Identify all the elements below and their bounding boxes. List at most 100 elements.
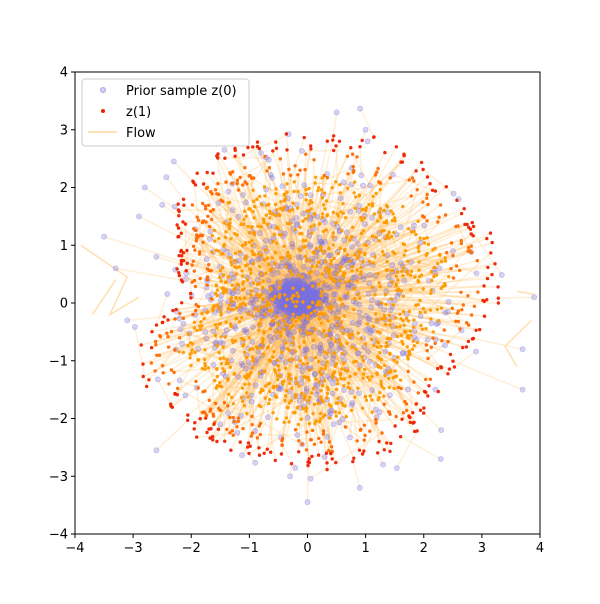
z1-point bbox=[228, 416, 231, 419]
prior-point bbox=[373, 407, 378, 412]
z1-point bbox=[241, 282, 244, 285]
z1-point bbox=[219, 335, 222, 338]
z1-point bbox=[308, 202, 311, 205]
z1-point bbox=[203, 367, 206, 370]
z1-point bbox=[326, 392, 329, 395]
z1-point bbox=[458, 269, 461, 272]
z1-point bbox=[328, 403, 331, 406]
z1-point bbox=[325, 396, 328, 399]
z1-point bbox=[359, 270, 362, 273]
prior-point bbox=[388, 307, 393, 312]
z1-point bbox=[170, 368, 173, 371]
prior-point bbox=[225, 249, 230, 254]
z1-point bbox=[334, 180, 337, 183]
z1-point bbox=[291, 208, 294, 211]
z1-point bbox=[421, 168, 424, 171]
z1-point bbox=[274, 187, 277, 190]
prior-point bbox=[361, 277, 366, 282]
z1-point bbox=[186, 344, 189, 347]
z1-point bbox=[364, 395, 367, 398]
z1-point bbox=[314, 181, 317, 184]
z1-point bbox=[438, 254, 441, 257]
z1-point bbox=[244, 241, 247, 244]
z1-point bbox=[432, 275, 435, 278]
z1-point bbox=[332, 149, 335, 152]
z1-point bbox=[419, 324, 422, 327]
z1-point bbox=[395, 289, 398, 292]
y-tick-label: −4 bbox=[49, 528, 68, 543]
z1-point bbox=[340, 320, 343, 323]
z1-point bbox=[430, 346, 433, 349]
z1-point bbox=[256, 436, 259, 439]
z1-point bbox=[235, 272, 238, 275]
z1-point bbox=[304, 356, 307, 359]
y-tick-label: 3 bbox=[60, 123, 68, 138]
z1-point bbox=[233, 155, 236, 158]
z1-point bbox=[426, 252, 429, 255]
x-tick-label: 2 bbox=[420, 541, 428, 556]
z1-point bbox=[440, 366, 443, 369]
z1-point bbox=[373, 255, 376, 258]
z1-point bbox=[279, 207, 282, 210]
z1-point bbox=[323, 350, 326, 353]
z1-point bbox=[380, 382, 383, 385]
z1-point bbox=[441, 285, 444, 288]
z1-point bbox=[351, 265, 354, 268]
z1-point bbox=[249, 226, 252, 229]
z1-point bbox=[311, 412, 314, 415]
z1-point bbox=[296, 173, 299, 176]
z1-point bbox=[379, 285, 382, 288]
z1-point bbox=[376, 451, 379, 454]
z1-point bbox=[353, 253, 356, 256]
z1-point bbox=[268, 390, 271, 393]
z1-point bbox=[340, 326, 343, 329]
prior-point bbox=[165, 291, 170, 296]
prior-point bbox=[442, 343, 447, 348]
z1-point bbox=[369, 394, 372, 397]
z1-point bbox=[378, 239, 381, 242]
prior-point bbox=[183, 276, 188, 281]
legend-label-flow: Flow bbox=[126, 126, 156, 141]
z1-point bbox=[408, 330, 411, 333]
z1-point bbox=[320, 294, 323, 297]
y-tick-label: −2 bbox=[49, 412, 68, 427]
prior-point bbox=[450, 248, 455, 253]
prior-point bbox=[418, 240, 423, 245]
z1-point bbox=[284, 341, 287, 344]
z1-point bbox=[290, 387, 293, 390]
z1-point bbox=[178, 274, 181, 277]
z1-point bbox=[405, 409, 408, 412]
z1-point bbox=[235, 425, 238, 428]
z1-point bbox=[320, 290, 323, 293]
z1-point bbox=[147, 378, 150, 381]
z1-point bbox=[233, 288, 236, 291]
prior-point bbox=[445, 309, 450, 314]
z1-point bbox=[431, 189, 434, 192]
z1-point bbox=[276, 378, 279, 381]
z1-point bbox=[324, 260, 327, 263]
z1-point bbox=[283, 399, 286, 402]
prior-point bbox=[296, 279, 301, 284]
z1-point bbox=[178, 350, 181, 353]
z1-point bbox=[166, 335, 169, 338]
z1-point bbox=[418, 236, 421, 239]
z1-point bbox=[426, 236, 429, 239]
prior-point bbox=[336, 282, 341, 287]
z1-point bbox=[395, 275, 398, 278]
z1-point bbox=[460, 308, 463, 311]
prior-point bbox=[229, 272, 234, 277]
z1-point bbox=[452, 276, 455, 279]
z1-point bbox=[243, 296, 246, 299]
z1-point bbox=[223, 221, 226, 224]
z1-point bbox=[359, 337, 362, 340]
z1-point bbox=[250, 239, 253, 242]
z1-point bbox=[228, 304, 231, 307]
z1-point bbox=[390, 209, 393, 212]
z1-point bbox=[177, 226, 180, 229]
z1-point bbox=[402, 411, 405, 414]
z1-point bbox=[243, 166, 246, 169]
z1-point bbox=[465, 223, 468, 226]
z1-point bbox=[255, 293, 258, 296]
prior-point bbox=[301, 211, 306, 216]
z1-point bbox=[483, 315, 486, 318]
